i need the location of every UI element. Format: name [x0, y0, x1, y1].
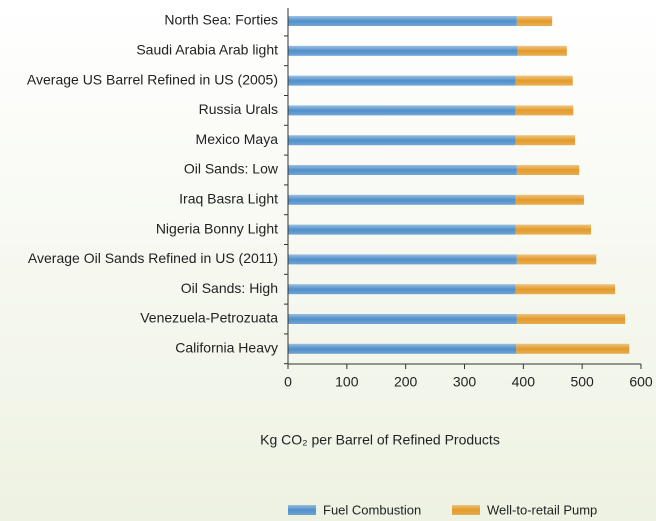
y-tick-label: North Sea: Forties: [164, 12, 278, 28]
bar: [515, 105, 574, 116]
bar: [515, 135, 576, 146]
bar: [288, 343, 517, 354]
bar: [288, 75, 516, 86]
x-tick-label: 0: [284, 374, 292, 390]
x-tick-label: 100: [335, 374, 359, 390]
bar: [288, 284, 516, 295]
x-tick-label: 600: [629, 374, 653, 390]
legend-label: Well-to-retail Pump: [487, 502, 597, 517]
bar: [288, 224, 516, 235]
y-tick-label: Average Oil Sands Refined in US (2011): [28, 250, 278, 266]
y-tick-label: Oil Sands: High: [181, 280, 278, 296]
y-tick-label: California Heavy: [175, 340, 278, 356]
bar: [515, 75, 573, 86]
bar: [516, 254, 597, 265]
bar: [288, 105, 516, 116]
y-tick-label: Saudi Arabia Arab light: [136, 42, 278, 58]
bar: [288, 254, 517, 265]
y-tick-label: Mexico Maya: [196, 131, 279, 147]
bar: [288, 194, 516, 205]
x-tick-label: 300: [453, 374, 477, 390]
bar: [288, 314, 517, 324]
bar: [516, 343, 630, 354]
bar: [288, 45, 518, 56]
bar: [515, 224, 591, 235]
y-tick-label: Iraq Basra Light: [179, 191, 278, 207]
bar: [516, 314, 626, 324]
legend-swatch: [452, 505, 480, 515]
bar: [516, 165, 580, 175]
x-tick-label: 500: [570, 374, 594, 390]
bar: [515, 194, 584, 205]
x-axis-label: Kg CO₂ per Barrel of Refined Products: [260, 432, 500, 448]
bar: [288, 16, 517, 26]
y-tick-label: Russia Urals: [199, 101, 278, 117]
bar: [516, 16, 553, 26]
y-tick-label: Average US Barrel Refined in US (2005): [27, 71, 278, 87]
bar: [288, 165, 517, 175]
y-tick-label: Oil Sands: Low: [184, 161, 279, 177]
bar: [515, 284, 616, 295]
y-tick-label: Venezuela-Petrozuata: [140, 310, 278, 326]
x-tick-label: 200: [394, 374, 418, 390]
bar: [288, 135, 516, 146]
legend-label: Fuel Combustion: [323, 502, 421, 517]
x-tick-label: 400: [512, 374, 536, 390]
bar: [517, 45, 567, 56]
legend-swatch: [288, 505, 316, 515]
y-tick-label: Nigeria Bonny Light: [156, 220, 278, 236]
